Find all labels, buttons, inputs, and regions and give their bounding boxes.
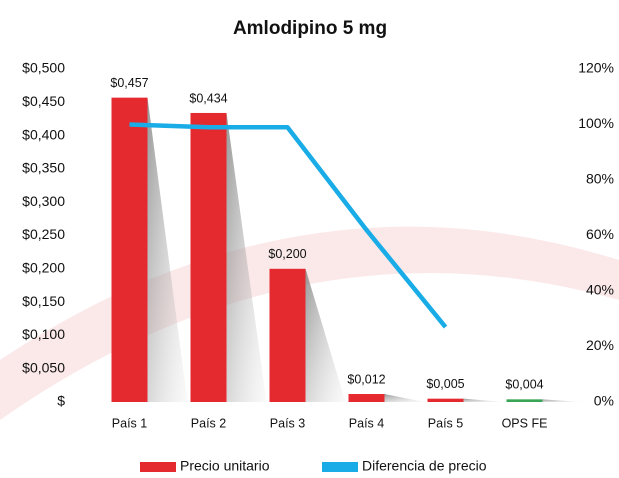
y-tick-label: $0,350 [22, 160, 65, 176]
y2-tick-label: 0% [594, 393, 614, 409]
x-tick-label: País 1 [112, 416, 147, 430]
bar [269, 268, 306, 402]
bar [111, 97, 148, 402]
y2-tick-label: 80% [586, 171, 614, 187]
y2-tick-label: 60% [586, 226, 614, 242]
y-tick-label: $ [57, 393, 65, 409]
bar [506, 399, 543, 402]
x-tick-label: OPS FE [502, 416, 548, 430]
bar-shadow [384, 394, 425, 402]
y-tick-label: $0,400 [22, 126, 65, 142]
data-label: $0,004 [505, 378, 543, 392]
y2-tick-label: 120% [578, 60, 614, 76]
legend-label: Diferencia de precio [362, 458, 487, 474]
data-label: $0,434 [189, 91, 227, 105]
bar [348, 394, 385, 402]
data-label: $0,200 [268, 247, 306, 261]
y-tick-label: $0,050 [22, 359, 65, 375]
y-tick-label: $0,300 [22, 193, 65, 209]
line [129, 122, 448, 329]
y-tick-label: $0,500 [22, 60, 65, 76]
bar [190, 112, 227, 403]
y2-tick-label: 100% [578, 115, 614, 131]
x-tick-label: País 2 [191, 416, 226, 430]
y-tick-label: $0,100 [22, 326, 65, 342]
data-label: $0,005 [426, 377, 464, 391]
y2-tick-label: 20% [586, 337, 614, 353]
bar-shadow [226, 112, 267, 403]
bar-shadow [305, 268, 346, 402]
x-tick-label: País 4 [349, 416, 384, 430]
y-tick-label: $0,200 [22, 260, 65, 276]
y-tick-label: $0,150 [22, 293, 65, 309]
data-label: $0,012 [347, 372, 385, 386]
y2-tick-label: 40% [586, 282, 614, 298]
bar-shadow [542, 399, 583, 402]
data-label: $0,457 [110, 76, 148, 90]
legend-swatch [140, 462, 176, 472]
legend-label: Precio unitario [180, 458, 270, 474]
legend-swatch [322, 462, 358, 472]
bar [427, 398, 464, 402]
x-tick-label: País 5 [428, 416, 463, 430]
y-tick-label: $0,250 [22, 226, 65, 242]
chart-title: Amlodipino 5 mg [233, 18, 387, 39]
bar-shadow [147, 97, 188, 402]
y-tick-label: $0,450 [22, 93, 65, 109]
bar-shadow [463, 398, 504, 402]
x-tick-label: País 3 [270, 416, 305, 430]
